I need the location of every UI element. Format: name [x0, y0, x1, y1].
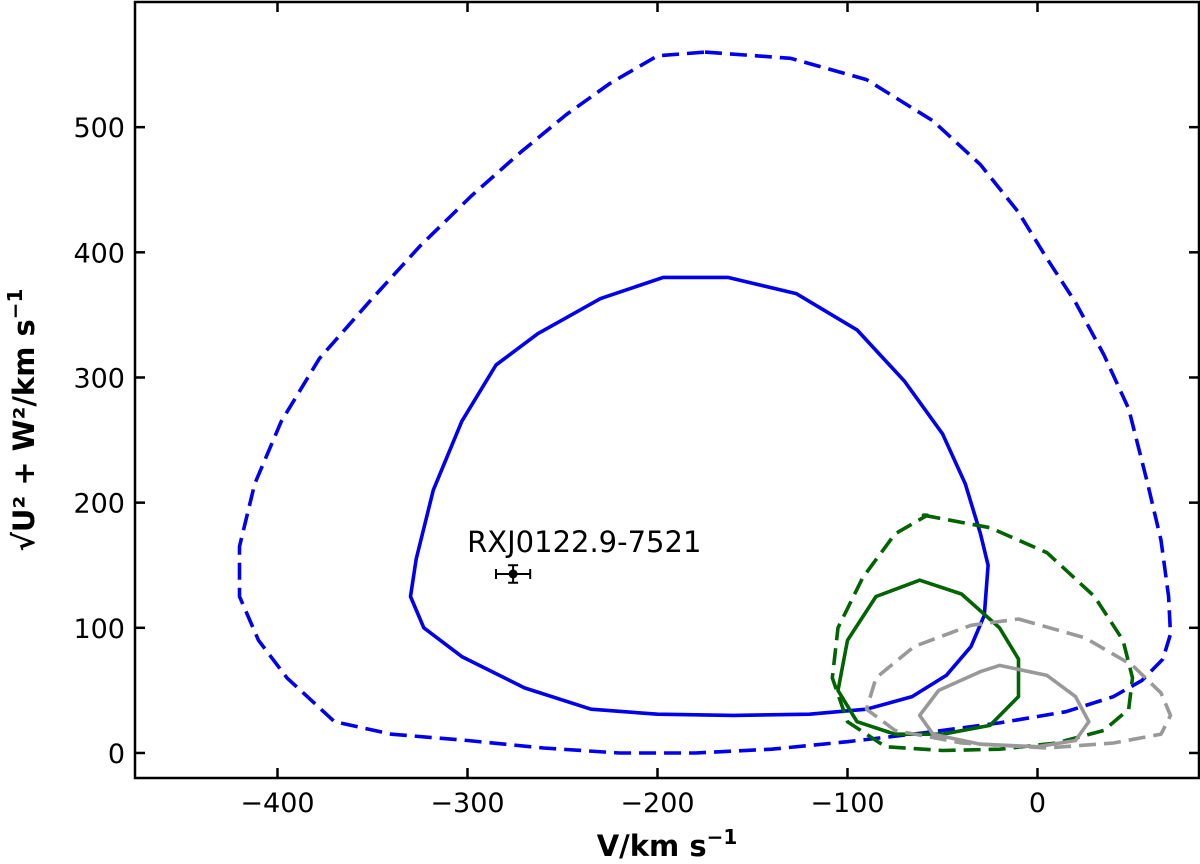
point-label: RXJ0122.9-7521	[467, 525, 701, 559]
x-tick-label: −200	[620, 788, 694, 819]
y-tick-label: 300	[73, 363, 125, 394]
tick-layer: −400 −300 −200 −100 0 0 100 200 300 400 500	[73, 2, 1199, 819]
contour-layer	[237, 50, 1173, 755]
y-tick-label: 100	[73, 614, 125, 645]
y-axis-label: √U² + W²/km s−1	[3, 289, 41, 552]
x-axis-label-text: V/km s	[597, 829, 707, 863]
data-point-layer	[495, 564, 532, 584]
contour-1-dashed	[237, 50, 1173, 755]
x-tick-label: −400	[240, 788, 314, 819]
plot-frame	[133, 0, 1200, 780]
x-tick-label: −300	[430, 788, 504, 819]
x-tick-label: −100	[810, 788, 884, 819]
contour-4-solid	[836, 578, 1021, 736]
contour-5-dashed	[864, 617, 1173, 750]
x-axis-label: V/km s−1	[597, 825, 738, 863]
y-tick-label: 500	[73, 113, 125, 144]
y-tick-label: 0	[108, 739, 125, 770]
contour-3-dashed	[830, 513, 1135, 753]
y-axis-label-exponent: −1	[3, 289, 27, 320]
contour-2-solid	[408, 275, 990, 718]
y-axis-label-text: √U² + W²/km s	[7, 319, 41, 551]
y-tick-label: 400	[73, 238, 125, 269]
data-point-marker	[508, 569, 518, 579]
y-tick-label: 200	[73, 489, 125, 520]
x-axis-label-exponent: −1	[707, 825, 738, 849]
contour-6-solid	[917, 663, 1091, 749]
x-tick-label: 0	[1029, 788, 1046, 819]
